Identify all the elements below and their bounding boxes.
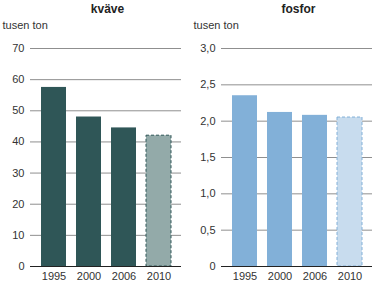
svg-text:30: 30 (12, 167, 24, 179)
svg-text:10: 10 (12, 229, 24, 241)
svg-text:0: 0 (18, 260, 24, 272)
svg-text:0: 0 (209, 260, 215, 272)
svg-text:1,5: 1,5 (200, 151, 215, 163)
svg-text:1,0: 1,0 (200, 187, 215, 199)
svg-text:1995: 1995 (42, 270, 66, 282)
svg-text:tusen ton: tusen ton (3, 19, 48, 31)
svg-text:40: 40 (12, 135, 24, 147)
svg-text:0,5: 0,5 (200, 224, 215, 236)
svg-text:3,0: 3,0 (200, 42, 215, 54)
svg-text:2,5: 2,5 (200, 78, 215, 90)
html-text:kväve: kväve (90, 2, 125, 16)
svg-text:2000: 2000 (268, 270, 292, 282)
svg-text:70: 70 (12, 42, 24, 54)
svg-text:2010: 2010 (338, 270, 362, 282)
svg-text:2,0: 2,0 (200, 115, 215, 127)
svg-text:tusen ton: tusen ton (194, 19, 239, 31)
html-text:fosfor: fosfor (281, 2, 316, 16)
svg-text:2006: 2006 (112, 270, 136, 282)
svg-text:60: 60 (12, 73, 24, 85)
svg-text:1995: 1995 (233, 270, 257, 282)
svg-text:50: 50 (12, 104, 24, 116)
svg-text:2000: 2000 (77, 270, 101, 282)
svg-text:20: 20 (12, 198, 24, 210)
svg-text:2010: 2010 (147, 270, 171, 282)
svg-text:2006: 2006 (303, 270, 327, 282)
